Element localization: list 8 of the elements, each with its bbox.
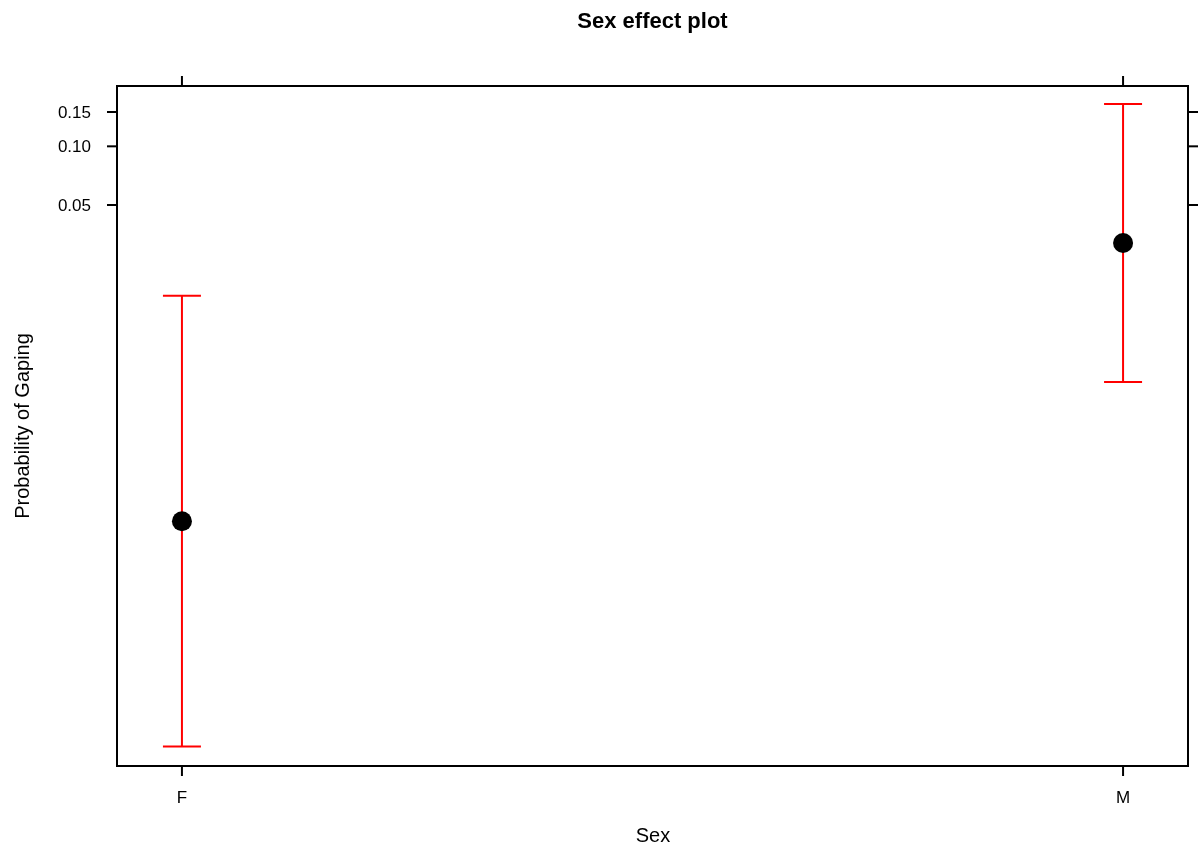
- x-axis-title: Sex: [635, 824, 671, 846]
- y-tick-label: 0.10: [57, 137, 91, 157]
- y-tick-label: 0.05: [57, 195, 91, 215]
- x-tick-label: F: [176, 788, 188, 807]
- chart-title: Sex effect plot: [577, 8, 729, 33]
- x-tick-label: M: [1115, 788, 1131, 807]
- y-tick-label: 0.15: [57, 102, 91, 122]
- y-axis-title: Probability of Gaping: [11, 333, 33, 519]
